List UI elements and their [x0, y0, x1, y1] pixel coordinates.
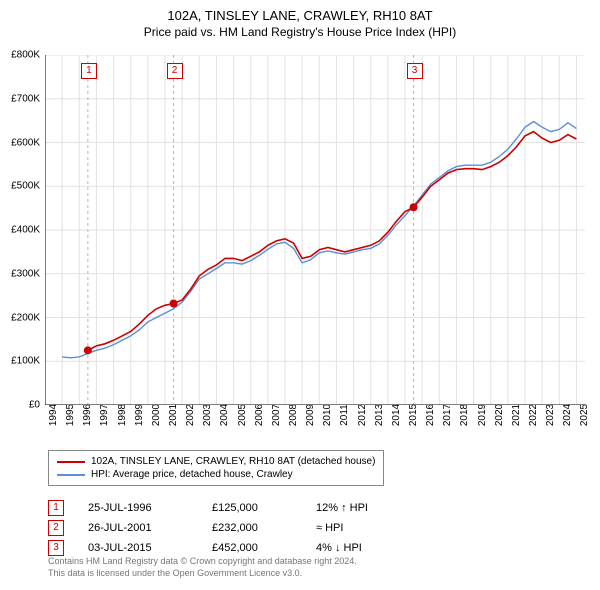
- sale-rel-3: 4% ↓ HPI: [316, 542, 396, 554]
- x-axis-label: 1999: [134, 404, 145, 426]
- x-axis-label: 2014: [391, 404, 402, 426]
- x-axis-label: 2021: [511, 404, 522, 426]
- x-axis-label: 2020: [494, 404, 505, 426]
- legend-item-property: 102A, TINSLEY LANE, CRAWLEY, RH10 8AT (d…: [57, 455, 375, 468]
- sale-marker-box-2: 2: [167, 63, 183, 79]
- x-axis-label: 2013: [374, 404, 385, 426]
- x-axis-label: 2010: [322, 404, 333, 426]
- sale-marker-3: 3: [48, 540, 64, 556]
- x-axis-label: 2002: [185, 404, 196, 426]
- legend-label-hpi: HPI: Average price, detached house, Craw…: [91, 469, 293, 480]
- x-axis-label: 2006: [254, 404, 265, 426]
- y-axis-label: £600K: [0, 137, 40, 148]
- legend-label-property: 102A, TINSLEY LANE, CRAWLEY, RH10 8AT (d…: [91, 456, 375, 467]
- x-axis-label: 2012: [357, 404, 368, 426]
- x-axis-label: 2023: [545, 404, 556, 426]
- sale-rel-1: 12% ↑ HPI: [316, 502, 396, 514]
- y-axis-label: £100K: [0, 356, 40, 367]
- y-axis-label: £0: [0, 400, 40, 411]
- sale-marker-box-3: 3: [407, 63, 423, 79]
- x-axis-label: 2004: [219, 404, 230, 426]
- sale-marker-2: 2: [48, 520, 64, 536]
- sale-date-3: 03-JUL-2015: [88, 542, 188, 554]
- chart-title: 102A, TINSLEY LANE, CRAWLEY, RH10 8AT: [0, 0, 600, 23]
- footer-line-2: This data is licensed under the Open Gov…: [48, 568, 357, 580]
- y-axis-label: £400K: [0, 225, 40, 236]
- y-axis-label: £200K: [0, 312, 40, 323]
- y-axis-label: £800K: [0, 50, 40, 61]
- x-axis-label: 1998: [117, 404, 128, 426]
- x-axis-label: 2007: [271, 404, 282, 426]
- y-axis-label: £500K: [0, 181, 40, 192]
- legend-item-hpi: HPI: Average price, detached house, Craw…: [57, 468, 375, 481]
- legend-swatch-hpi: [57, 474, 85, 476]
- sale-marker-1: 1: [48, 500, 64, 516]
- x-axis-label: 2019: [477, 404, 488, 426]
- legend-box: 102A, TINSLEY LANE, CRAWLEY, RH10 8AT (d…: [48, 450, 384, 486]
- sale-price-2: £232,000: [212, 522, 292, 534]
- sale-price-1: £125,000: [212, 502, 292, 514]
- x-axis-label: 2008: [288, 404, 299, 426]
- sale-rel-2: ≈ HPI: [316, 522, 396, 534]
- footer-attribution: Contains HM Land Registry data © Crown c…: [48, 556, 357, 579]
- sales-table: 1 25-JUL-1996 £125,000 12% ↑ HPI 2 26-JU…: [48, 498, 396, 558]
- chart-subtitle: Price paid vs. HM Land Registry's House …: [0, 23, 600, 39]
- x-axis-label: 2005: [237, 404, 248, 426]
- chart-area: £0£100K£200K£300K£400K£500K£600K£700K£80…: [45, 55, 585, 405]
- sale-row-3: 3 03-JUL-2015 £452,000 4% ↓ HPI: [48, 538, 396, 558]
- chart-container: 102A, TINSLEY LANE, CRAWLEY, RH10 8AT Pr…: [0, 0, 600, 590]
- footer-line-1: Contains HM Land Registry data © Crown c…: [48, 556, 357, 568]
- x-axis-label: 1997: [99, 404, 110, 426]
- x-axis-label: 2015: [408, 404, 419, 426]
- sale-marker-box-1: 1: [81, 63, 97, 79]
- sale-price-3: £452,000: [212, 542, 292, 554]
- y-axis-label: £700K: [0, 93, 40, 104]
- sale-row-2: 2 26-JUL-2001 £232,000 ≈ HPI: [48, 518, 396, 538]
- x-axis-label: 2018: [459, 404, 470, 426]
- x-axis-label: 2000: [151, 404, 162, 426]
- x-axis-label: 2009: [305, 404, 316, 426]
- sale-row-1: 1 25-JUL-1996 £125,000 12% ↑ HPI: [48, 498, 396, 518]
- x-axis-label: 1996: [82, 404, 93, 426]
- sale-date-1: 25-JUL-1996: [88, 502, 188, 514]
- sale-date-2: 26-JUL-2001: [88, 522, 188, 534]
- x-axis-label: 2025: [579, 404, 590, 426]
- x-axis-label: 2017: [442, 404, 453, 426]
- x-axis-label: 1994: [48, 404, 59, 426]
- y-axis-label: £300K: [0, 268, 40, 279]
- plot-svg: [45, 55, 585, 405]
- x-axis-label: 2024: [562, 404, 573, 426]
- x-axis-label: 2011: [339, 404, 350, 426]
- x-axis-label: 2001: [168, 404, 179, 426]
- x-axis-label: 2016: [425, 404, 436, 426]
- x-axis-label: 2022: [528, 404, 539, 426]
- legend-swatch-property: [57, 461, 85, 463]
- x-axis-label: 2003: [202, 404, 213, 426]
- x-axis-label: 1995: [65, 404, 76, 426]
